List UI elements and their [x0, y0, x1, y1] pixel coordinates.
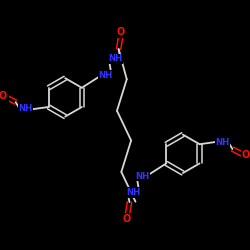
Text: O: O — [242, 150, 250, 160]
Text: NH: NH — [99, 70, 113, 80]
Text: NH: NH — [18, 104, 32, 114]
Text: O: O — [117, 27, 125, 37]
Text: NH: NH — [216, 138, 230, 147]
Text: NH: NH — [108, 54, 122, 63]
Text: NH: NH — [126, 188, 140, 197]
Text: O: O — [123, 214, 131, 224]
Text: NH: NH — [135, 172, 149, 181]
Text: O: O — [0, 91, 6, 101]
